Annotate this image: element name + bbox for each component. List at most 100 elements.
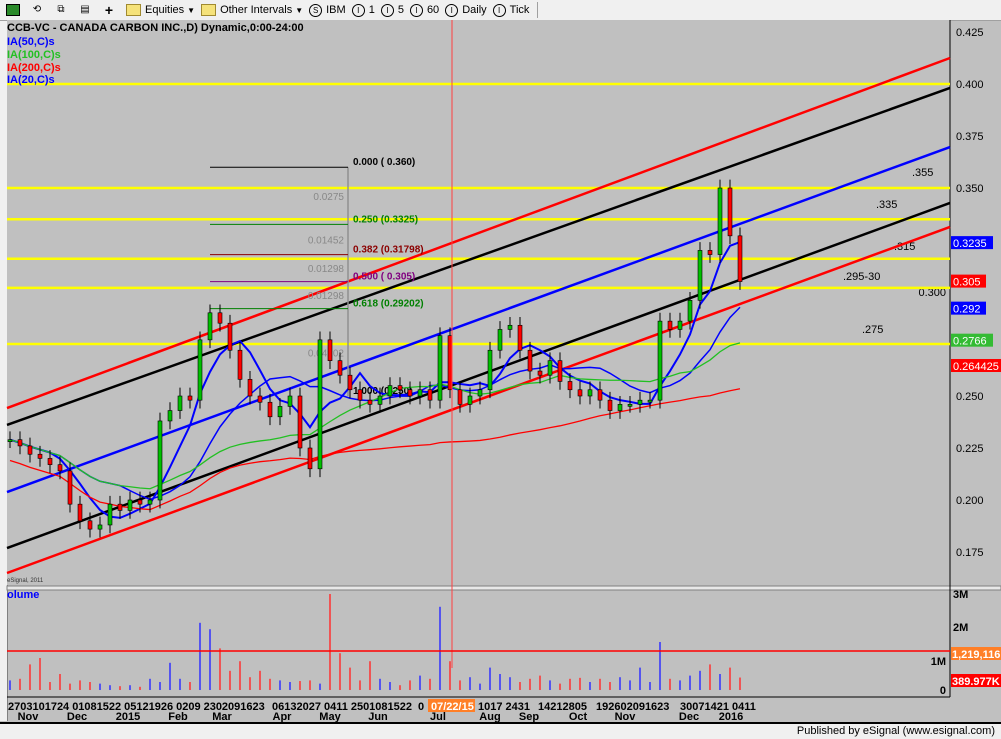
candle <box>377 395 383 405</box>
candle <box>697 250 703 301</box>
caret-down-icon: ▼ <box>187 5 196 15</box>
candle <box>147 499 153 505</box>
candle <box>277 406 283 418</box>
level-annotation: .275 <box>862 324 883 336</box>
interval-icon: I <box>380 3 394 17</box>
fibonacci-label: 0.500 ( 0.305) <box>353 272 415 283</box>
interval-tick-button[interactable]: I Tick <box>492 3 529 17</box>
fibonacci-diff-label: 0.0275 <box>313 192 344 203</box>
candle <box>367 399 373 405</box>
trend-channel-line <box>6 86 951 427</box>
other-intervals-dropdown[interactable]: Other Intervals ▼ <box>201 4 303 16</box>
equities-dropdown[interactable]: Equities ▼ <box>126 4 195 16</box>
candle <box>407 389 413 397</box>
y-tick-label: 0.175 <box>956 547 984 559</box>
candle <box>427 389 433 401</box>
candle <box>357 389 363 401</box>
symbol-icon: S <box>309 3 323 17</box>
x-month-label: Dec <box>679 711 699 722</box>
candle <box>477 389 483 397</box>
interval-60-button[interactable]: I 60 <box>409 3 440 17</box>
interval-label: 60 <box>426 4 440 16</box>
volume-tick-label: 0 <box>940 685 946 697</box>
candle <box>37 453 43 459</box>
candle <box>447 335 453 391</box>
price-badge <box>951 274 986 288</box>
toolbar: ⟲ ⧉ ▤ + Equities ▼ Other Intervals ▼ S IBM … <box>0 0 1001 21</box>
candle <box>647 399 653 403</box>
volume-badge-label: 389.977K <box>952 676 1000 688</box>
candle <box>387 385 393 397</box>
x-month-label: Dec <box>67 711 87 722</box>
candle <box>167 410 173 422</box>
symbol-ibm-button[interactable]: S IBM <box>309 3 346 17</box>
candle <box>547 360 553 376</box>
pane-divider <box>6 585 1001 591</box>
x-day-label: 2431 <box>505 701 529 713</box>
moving-average-ma20c <box>9 241 741 519</box>
interval-label: 5 <box>397 4 404 16</box>
candle <box>727 187 733 237</box>
price-badge <box>951 301 986 315</box>
plus-icon[interactable]: + <box>104 2 114 18</box>
x-day-label: 2501081522 <box>351 701 412 713</box>
caret-down-icon: ▼ <box>295 5 304 15</box>
level-annotation: .335 <box>876 199 897 211</box>
fibonacci-diff-label: 0.01298 <box>308 264 345 275</box>
candle <box>457 389 463 405</box>
esignal-watermark: eSignal, 2011 <box>7 578 44 584</box>
interval-daily-button[interactable]: I Daily <box>445 3 487 17</box>
fibonacci-label: 0.250 (0.3325) <box>353 214 418 225</box>
x-day-label: 05121926 <box>124 701 173 713</box>
candle <box>597 389 603 401</box>
volume-label: olume <box>7 589 40 601</box>
candle <box>497 329 503 351</box>
equities-label: Equities <box>145 4 185 16</box>
x-day-label: 0411 <box>732 701 756 713</box>
interval-icon: I <box>445 3 459 17</box>
y-tick-label: 0.425 <box>956 27 984 39</box>
study-ma50[interactable]: IA(50,C)s <box>7 36 55 48</box>
folder-icon <box>201 4 217 16</box>
x-month-label: Feb <box>168 711 188 722</box>
x-month-label: Jun <box>368 711 388 722</box>
candle <box>117 503 123 511</box>
study-ma200[interactable]: IA(200,C)s <box>7 62 61 74</box>
fibonacci-label: 0.382 (0.31798) <box>353 245 424 256</box>
study-ma20[interactable]: IA(20,C)s <box>7 74 55 86</box>
x-month-label: Oct <box>569 711 588 722</box>
candle <box>317 339 323 470</box>
x-day-label: 0209 <box>176 701 200 713</box>
x-day-label: 192602091623 <box>596 701 669 713</box>
candle <box>197 339 203 401</box>
x-day-label: 06132027 <box>272 701 321 713</box>
candle <box>297 395 303 449</box>
x-month-label: 2015 <box>116 711 140 722</box>
candle <box>707 250 713 255</box>
link-icon[interactable] <box>6 4 24 16</box>
candle <box>347 374 353 391</box>
fibonacci-label: 1.000 (0.250) <box>353 386 413 397</box>
properties-icon[interactable]: ▤ <box>80 4 90 15</box>
candle <box>337 360 343 376</box>
y-tick-label: 0.350 <box>956 183 984 195</box>
candle <box>577 389 583 397</box>
candle <box>417 389 423 397</box>
candle <box>207 312 213 341</box>
candle <box>557 360 563 382</box>
level-annotation: .355 <box>912 167 933 179</box>
copy-icon[interactable]: ⧉ <box>57 4 65 15</box>
x-month-label: Jul <box>430 711 446 722</box>
candle <box>217 312 223 324</box>
price-chart[interactable]: 0.425 0.400 0.375 0.350 0.300 0.250 0.225 0.200… <box>0 0 1001 722</box>
x-month-label: Apr <box>273 711 293 722</box>
x-day-label: 2302091623 <box>204 701 265 713</box>
refresh-icon[interactable]: ⟲ <box>32 4 42 15</box>
interval-icon: I <box>492 3 506 17</box>
candle <box>587 389 593 397</box>
candle <box>717 187 723 255</box>
study-ma100[interactable]: IA(100,C)s <box>7 49 61 61</box>
x-day-label: 0 <box>418 701 424 713</box>
